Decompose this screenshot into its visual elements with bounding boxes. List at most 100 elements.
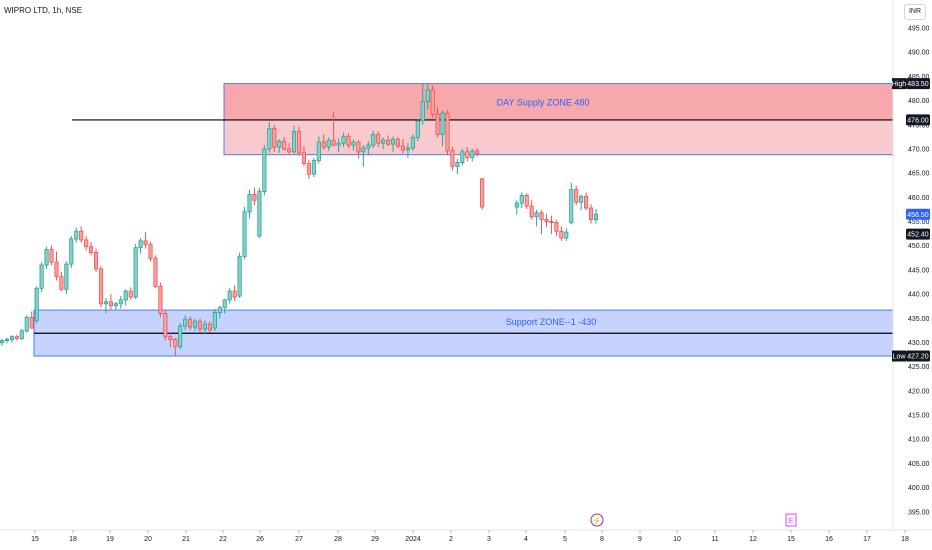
candle bbox=[44, 246, 49, 269]
candle-body-fill bbox=[253, 194, 256, 200]
candle bbox=[4, 337, 9, 344]
currency-selector[interactable]: INR bbox=[904, 4, 926, 20]
candle bbox=[420, 83, 425, 125]
candle-body-fill bbox=[124, 291, 127, 300]
candle-body-fill bbox=[119, 300, 122, 304]
price-tag-bg bbox=[906, 78, 930, 90]
x-tick-label: 27 bbox=[295, 536, 303, 543]
candle-body-fill bbox=[421, 102, 424, 121]
price-tag-side-bg bbox=[892, 350, 906, 362]
candle bbox=[59, 271, 64, 292]
candle-body-fill bbox=[396, 139, 400, 146]
candle bbox=[564, 228, 569, 241]
candle-body-fill bbox=[70, 239, 73, 264]
candles-layer bbox=[0, 83, 599, 357]
candle bbox=[108, 294, 113, 310]
candle-body-fill bbox=[40, 265, 43, 288]
candle bbox=[267, 121, 272, 153]
candle-body-fill bbox=[114, 304, 117, 306]
candle bbox=[24, 315, 29, 333]
price-tag-side: High bbox=[892, 81, 907, 88]
y-tick-label: 490.00 bbox=[908, 50, 930, 57]
candle bbox=[425, 83, 430, 110]
x-tick-label: 20 bbox=[144, 536, 152, 543]
candle bbox=[272, 124, 277, 152]
price-tag-bg bbox=[906, 114, 930, 126]
candle-body-fill bbox=[149, 245, 152, 258]
candle-body-fill bbox=[337, 143, 340, 145]
candle bbox=[376, 131, 381, 148]
candle-body-fill bbox=[471, 151, 474, 158]
candle-body-fill bbox=[292, 132, 296, 152]
earnings-event-icon[interactable]: E bbox=[785, 513, 797, 527]
candle bbox=[559, 226, 564, 241]
x-tick-label: 11 bbox=[711, 536, 718, 543]
candle-body-fill bbox=[263, 149, 266, 192]
y-tick-label: 485.00 bbox=[908, 74, 930, 81]
candle bbox=[222, 298, 227, 314]
x-tick-label: 26 bbox=[256, 536, 264, 543]
candle-body-fill bbox=[15, 337, 18, 339]
price-tag-bg bbox=[906, 208, 930, 220]
candle bbox=[450, 147, 455, 171]
candle-body-fill bbox=[357, 142, 360, 152]
candle-body-fill bbox=[90, 247, 93, 252]
candle bbox=[371, 130, 376, 148]
x-tick-label: 15 bbox=[787, 536, 795, 543]
candle bbox=[148, 241, 153, 262]
candle bbox=[158, 282, 163, 318]
candle bbox=[153, 255, 158, 289]
candle bbox=[331, 112, 336, 147]
candle-body-fill bbox=[75, 231, 78, 239]
y-tick-label: 395.00 bbox=[908, 509, 930, 516]
x-tick-label: 18 bbox=[901, 536, 909, 543]
candle bbox=[351, 139, 356, 151]
candle-body-fill bbox=[302, 153, 306, 163]
candle-body-fill bbox=[243, 212, 246, 256]
price-tag: 476.00 bbox=[906, 114, 930, 126]
candle-body-fill bbox=[387, 140, 390, 144]
candle-body-fill bbox=[575, 190, 578, 202]
candle-body-fill bbox=[278, 141, 281, 147]
candle-body-fill bbox=[283, 141, 286, 149]
candle-body-fill bbox=[347, 136, 350, 145]
candle-body-fill bbox=[515, 203, 518, 207]
candle bbox=[470, 148, 475, 162]
candle bbox=[435, 107, 440, 138]
candle-body-fill bbox=[589, 208, 593, 220]
candle bbox=[579, 194, 584, 210]
candle bbox=[584, 192, 589, 210]
price-tag-side-bg bbox=[892, 78, 906, 90]
dividend-event-icon[interactable]: ⚡ bbox=[590, 513, 604, 527]
candle-body-fill bbox=[481, 179, 484, 207]
price-tag-value: 483.50 bbox=[907, 81, 929, 88]
supply-zone-label: DAY Supply ZONE 480 bbox=[497, 98, 590, 108]
candle-body-fill bbox=[288, 149, 291, 152]
candle bbox=[232, 285, 237, 301]
candle bbox=[207, 321, 212, 333]
candle-body-fill bbox=[169, 337, 172, 340]
candle-body-fill bbox=[30, 317, 33, 328]
x-tick-label: 15 bbox=[31, 536, 39, 543]
event-symbol: ⚡ bbox=[593, 516, 602, 525]
candle bbox=[247, 189, 252, 219]
candle bbox=[212, 308, 217, 331]
candle-body-fill bbox=[80, 231, 83, 240]
candle bbox=[29, 311, 34, 329]
candle-body-fill bbox=[317, 142, 320, 161]
candle-body-fill bbox=[555, 222, 558, 231]
candle-body-fill bbox=[461, 152, 464, 162]
candle bbox=[346, 133, 351, 148]
y-tick-label: 480.00 bbox=[908, 98, 930, 105]
candle bbox=[9, 335, 14, 343]
candle-body-fill bbox=[228, 291, 231, 300]
candle-body-fill bbox=[362, 148, 365, 152]
candle bbox=[257, 187, 262, 238]
supply-zone-upper bbox=[224, 83, 893, 120]
candle bbox=[549, 215, 554, 235]
price-tag-side: Low bbox=[893, 354, 907, 361]
y-tick-label: 405.00 bbox=[908, 461, 930, 468]
candle bbox=[306, 159, 311, 179]
